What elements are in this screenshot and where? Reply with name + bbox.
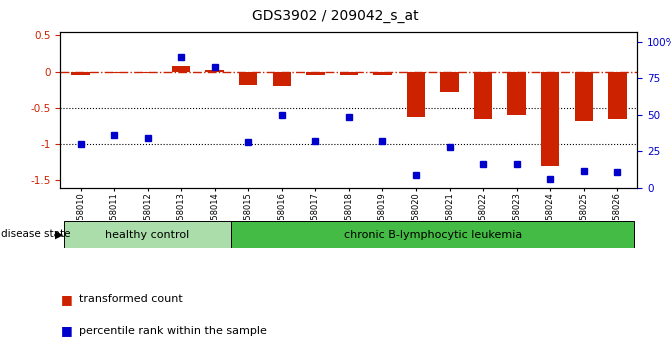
- Bar: [205, 70, 224, 72]
- Bar: [507, 72, 526, 115]
- Text: percentile rank within the sample: percentile rank within the sample: [79, 326, 267, 336]
- Bar: [306, 72, 325, 75]
- Bar: [474, 72, 493, 119]
- Bar: [105, 72, 123, 73]
- Bar: [138, 72, 157, 73]
- Bar: [407, 72, 425, 116]
- Bar: [608, 72, 627, 119]
- Text: transformed count: transformed count: [79, 294, 183, 304]
- Bar: [574, 72, 593, 121]
- Bar: [440, 72, 459, 92]
- Text: disease state: disease state: [1, 229, 71, 239]
- Bar: [64, 221, 231, 248]
- Bar: [231, 221, 634, 248]
- Text: ▶: ▶: [55, 229, 64, 239]
- Text: chronic B-lymphocytic leukemia: chronic B-lymphocytic leukemia: [344, 229, 522, 240]
- Bar: [239, 72, 258, 85]
- Text: ■: ■: [60, 293, 72, 306]
- Bar: [373, 72, 392, 75]
- Bar: [340, 72, 358, 75]
- Bar: [71, 72, 90, 75]
- Bar: [272, 72, 291, 86]
- Text: healthy control: healthy control: [105, 229, 190, 240]
- Text: ■: ■: [60, 325, 72, 337]
- Bar: [541, 72, 560, 166]
- Text: GDS3902 / 209042_s_at: GDS3902 / 209042_s_at: [252, 9, 419, 23]
- Bar: [172, 66, 191, 72]
